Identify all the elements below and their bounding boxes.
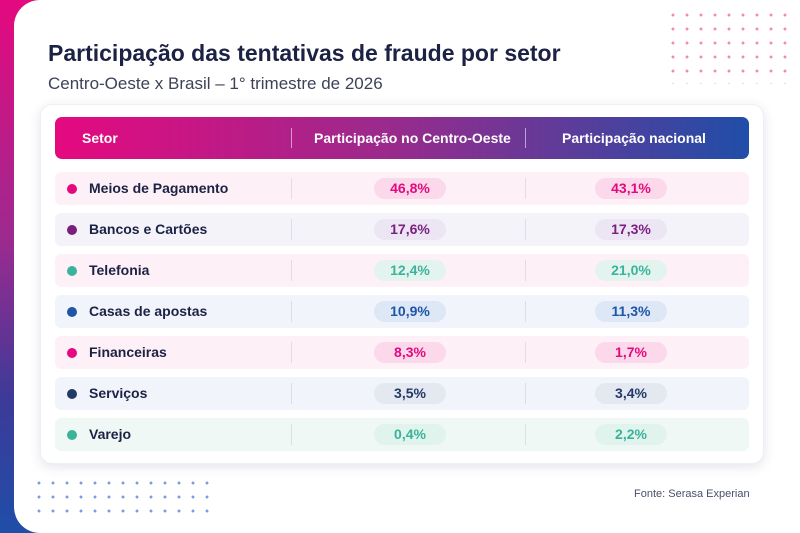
table-row: Serviços 3,5% 3,4% — [55, 377, 749, 410]
value-nacional: 21,0% — [595, 260, 667, 281]
row-divider — [291, 383, 292, 404]
table-row: Meios de Pagamento 46,8% 43,1% — [55, 172, 749, 205]
value-nacional: 2,2% — [595, 424, 667, 445]
row-divider — [525, 219, 526, 240]
row-divider — [291, 301, 292, 322]
chart-subtitle: Centro-Oeste x Brasil – 1° trimestre de … — [48, 74, 383, 93]
row-divider — [291, 178, 292, 199]
value-nacional: 1,7% — [595, 342, 667, 363]
row-divider — [291, 342, 292, 363]
sector-color-dot — [67, 266, 77, 276]
header-divider — [525, 128, 526, 148]
sector-color-dot — [67, 389, 77, 399]
row-divider — [525, 301, 526, 322]
row-divider — [525, 383, 526, 404]
value-nacional: 43,1% — [595, 178, 667, 199]
chart-title: Participação das tentativas de fraude po… — [48, 40, 561, 66]
sector-color-dot — [67, 430, 77, 440]
table-row: Varejo 0,4% 2,2% — [55, 418, 749, 451]
decorative-dots-bottom-left — [32, 476, 216, 520]
table-header: Setor Participação no Centro-Oeste Parti… — [55, 117, 749, 159]
row-divider — [525, 424, 526, 445]
sector-color-dot — [67, 307, 77, 317]
sector-label: Bancos e Cartões — [89, 221, 208, 237]
value-nacional: 3,4% — [595, 383, 667, 404]
value-centro-oeste: 8,3% — [374, 342, 446, 363]
value-nacional: 11,3% — [595, 301, 667, 322]
table-row: Bancos e Cartões 17,6% 17,3% — [55, 213, 749, 246]
data-table: Setor Participação no Centro-Oeste Parti… — [40, 104, 764, 464]
value-centro-oeste: 0,4% — [374, 424, 446, 445]
decorative-dots-top-right — [666, 8, 796, 84]
sector-color-dot — [67, 225, 77, 235]
table-row: Telefonia 12,4% 21,0% — [55, 254, 749, 287]
table-row: Casas de apostas 10,9% 11,3% — [55, 295, 749, 328]
row-divider — [291, 219, 292, 240]
value-centro-oeste: 46,8% — [374, 178, 446, 199]
row-divider — [291, 260, 292, 281]
row-divider — [525, 178, 526, 199]
sector-label: Varejo — [89, 426, 132, 442]
sector-label: Telefonia — [89, 262, 150, 278]
row-divider — [525, 342, 526, 363]
sector-label: Casas de apostas — [89, 303, 208, 319]
header-nacional: Participação nacional — [562, 130, 706, 146]
value-centro-oeste: 17,6% — [374, 219, 446, 240]
sector-color-dot — [67, 348, 77, 358]
sector-label: Financeiras — [89, 344, 167, 360]
value-nacional: 17,3% — [595, 219, 667, 240]
source-note: Fonte: Serasa Experian — [634, 488, 750, 500]
sector-label: Serviços — [89, 385, 148, 401]
row-divider — [291, 424, 292, 445]
sector-color-dot — [67, 184, 77, 194]
header-centro-oeste: Participação no Centro-Oeste — [314, 130, 511, 146]
header-divider — [291, 128, 292, 148]
table-row: Financeiras 8,3% 1,7% — [55, 336, 749, 369]
sector-label: Meios de Pagamento — [89, 180, 229, 196]
value-centro-oeste: 12,4% — [374, 260, 446, 281]
value-centro-oeste: 10,9% — [374, 301, 446, 322]
header-setor: Setor — [82, 130, 118, 146]
value-centro-oeste: 3,5% — [374, 383, 446, 404]
row-divider — [525, 260, 526, 281]
